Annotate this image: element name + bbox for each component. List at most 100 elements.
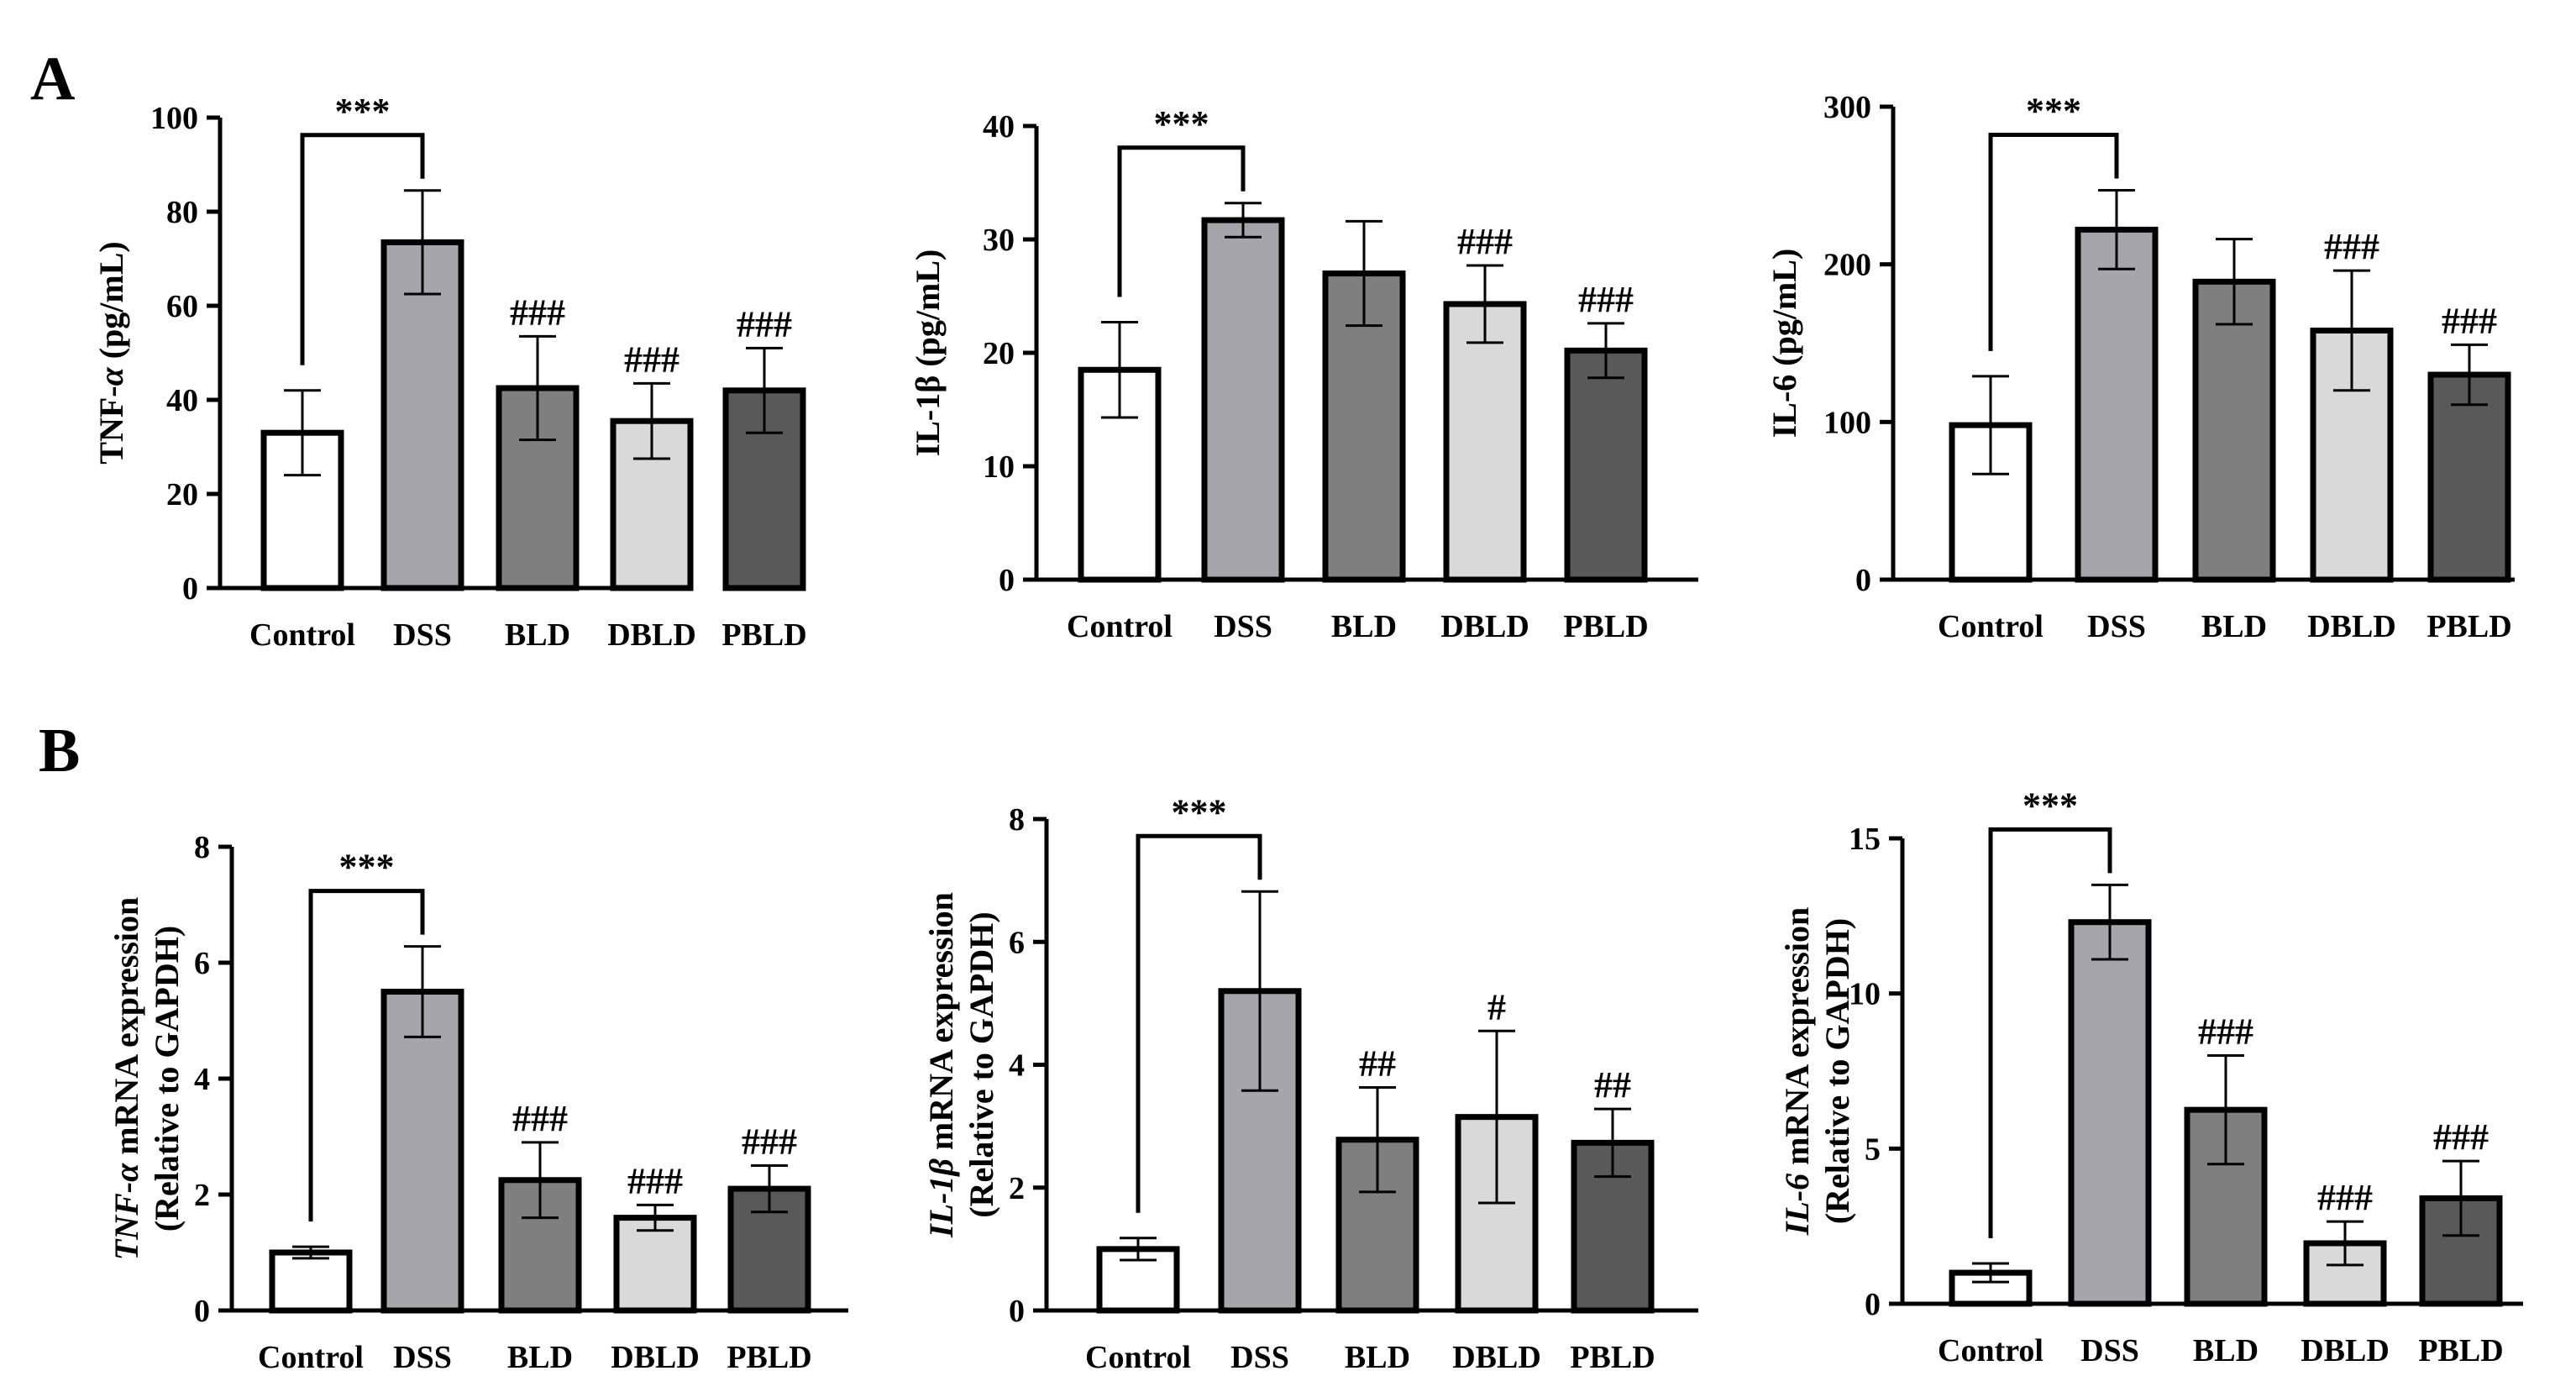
significance-bracket — [300, 133, 425, 365]
y-axis-title-line2: (Relative to GAPDH) — [148, 926, 186, 1232]
bar-dss — [1201, 217, 1285, 583]
bracket-label: *** — [2023, 785, 2078, 826]
y-axis-title-part: TNF-α — [108, 1163, 145, 1260]
y-tick-label: 2 — [1009, 1171, 1025, 1206]
category-label: DBLD — [1440, 609, 1529, 644]
bracket-label: *** — [2026, 90, 2081, 131]
category-label: PBLD — [2418, 1333, 2503, 1368]
bar-dbld — [1443, 301, 1527, 583]
category-label: DBLD — [2301, 1333, 2390, 1368]
y-tick-label: 0 — [194, 1294, 210, 1329]
y-tick-label: 100 — [1823, 405, 1871, 440]
y-tick-label: 4 — [194, 1062, 210, 1097]
y-axis-title-part: IL-1β — [922, 1158, 960, 1238]
bar-bld — [496, 385, 580, 591]
category-label: DSS — [393, 1340, 452, 1375]
y-axis-title-part: (pg/mL) — [92, 241, 130, 367]
y-tick-label: 8 — [1009, 802, 1025, 838]
significance-bracket — [1136, 833, 1262, 1213]
significance-label: ### — [2324, 226, 2379, 267]
y-tick-label: 6 — [1009, 925, 1025, 960]
significance-label: ### — [742, 1121, 797, 1163]
category-label: DSS — [2087, 609, 2146, 644]
y-tick-label: 10 — [983, 449, 1015, 485]
y-axis-title: IL-6 (pg/mL) — [1765, 249, 1803, 439]
significance-label: ### — [737, 303, 792, 344]
significance-label: # — [1487, 986, 1506, 1027]
category-label: Control — [1067, 609, 1173, 644]
significance-label: ### — [1578, 279, 1634, 320]
significance-label: ### — [510, 291, 565, 333]
category-label: DSS — [1214, 609, 1272, 644]
panel-label-b: B — [39, 717, 80, 785]
bar-dss — [380, 989, 464, 1314]
significance-label: ### — [624, 339, 679, 380]
y-tick-label: 0 — [1009, 1294, 1025, 1329]
category-label: Control — [1938, 609, 2043, 644]
y-axis-title: TNF-α (pg/mL) — [92, 241, 130, 464]
significance-bracket — [1117, 145, 1246, 297]
category-label: DBLD — [2307, 609, 2396, 644]
y-tick-label: 0 — [182, 571, 198, 607]
y-axis-title: IL-1β (pg/mL) — [909, 249, 947, 457]
y-tick-label: 80 — [166, 195, 198, 230]
category-label: DSS — [393, 617, 452, 653]
y-tick-label: 40 — [166, 383, 198, 418]
category-label: PBLD — [721, 617, 806, 653]
significance-bracket — [308, 889, 425, 1222]
y-tick-label: 200 — [1823, 248, 1871, 283]
bar-control — [269, 1249, 353, 1314]
category-label: PBLD — [727, 1340, 811, 1375]
significance-label: ### — [1457, 221, 1513, 262]
category-label: DSS — [1230, 1340, 1289, 1375]
y-axis-title-part: TNF- — [92, 386, 130, 464]
category-label: BLD — [2201, 609, 2267, 644]
y-tick-label: 20 — [166, 477, 198, 512]
y-axis-title: IL-6 mRNA expression — [1778, 907, 1816, 1236]
category-label: Control — [249, 617, 355, 653]
category-label: Control — [258, 1340, 364, 1375]
y-tick-label: 6 — [194, 946, 210, 981]
category-label: DBLD — [607, 617, 696, 653]
y-axis-title-part: mRNA expression — [922, 892, 960, 1158]
significance-label: ### — [512, 1098, 568, 1139]
bar-pbld — [2427, 371, 2511, 583]
y-axis-title-part: mRNA expression — [108, 897, 145, 1163]
category-label: Control — [1938, 1333, 2043, 1368]
category-label: DBLD — [1452, 1340, 1541, 1375]
significance-label: ## — [1594, 1064, 1631, 1106]
bracket-label: *** — [339, 847, 395, 888]
significance-label: ### — [627, 1160, 683, 1201]
category-label: DSS — [2080, 1333, 2139, 1368]
y-axis-title: TNF-α mRNA expression — [108, 897, 145, 1261]
y-axis-title-part: IL-6 (pg/mL) — [1765, 249, 1803, 439]
bracket-label: *** — [1172, 791, 1227, 832]
chart-il6-mrna: 0 5 10 15 IL-6 mRNA expression (Relative to G… — [1778, 785, 2523, 1368]
panel-label-a: A — [30, 45, 75, 113]
y-axis-title-part: IL-6 — [1778, 1174, 1816, 1236]
significance-label: ## — [1359, 1043, 1396, 1085]
y-tick-label: 60 — [166, 289, 198, 324]
category-label: BLD — [1331, 609, 1397, 644]
y-tick-label: 100 — [150, 101, 198, 136]
y-tick-label: 0 — [1855, 563, 1871, 598]
y-axis-title-line2: (Relative to GAPDH) — [963, 911, 1000, 1217]
y-tick-label: 300 — [1823, 90, 1871, 125]
bracket-label: *** — [1154, 103, 1209, 144]
category-label: DBLD — [611, 1340, 700, 1375]
significance-bracket — [1988, 827, 2112, 1238]
significance-label: ### — [2442, 300, 2497, 341]
significance-label: ### — [2433, 1116, 2489, 1158]
bar-pbld — [1564, 347, 1648, 583]
category-label: BLD — [507, 1340, 573, 1375]
y-axis-title-part: α — [92, 366, 130, 386]
category-label: BLD — [1345, 1340, 1410, 1375]
y-tick-label: 8 — [194, 830, 210, 865]
significance-label: ### — [2317, 1177, 2373, 1218]
bar-dss — [380, 239, 464, 591]
chart-il1b-protein: 0 10 20 30 40 IL-1β (pg/mL) Control DSS BLD DBLD #… — [909, 103, 1698, 644]
significance-label: ### — [2198, 1011, 2253, 1053]
y-tick-label: 10 — [1849, 977, 1881, 1012]
